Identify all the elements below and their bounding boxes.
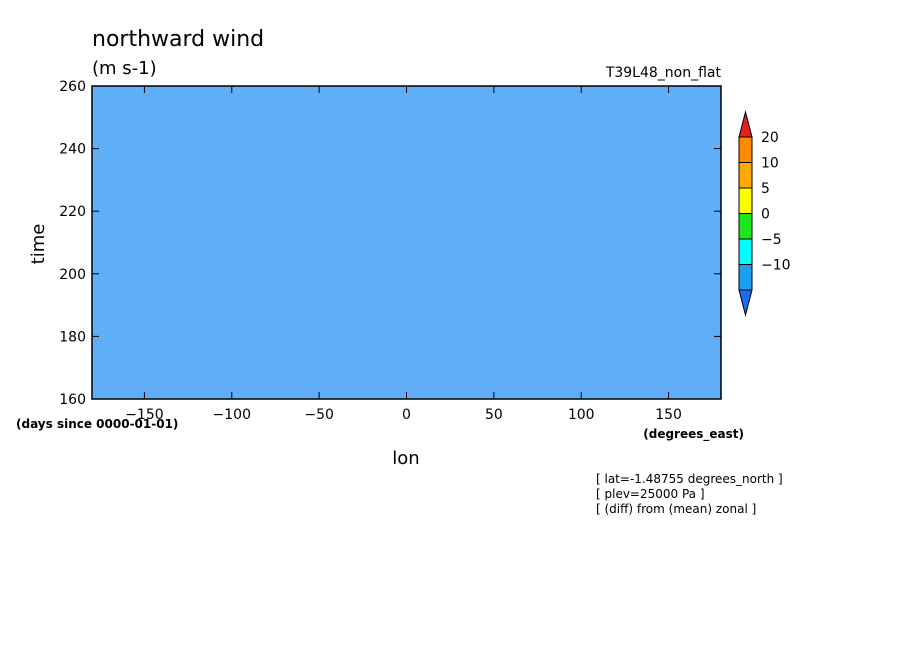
colorbar-label: 20 <box>761 130 779 146</box>
colorbar-extend-min <box>738 289 753 317</box>
x-tick-label: −100 <box>213 407 251 423</box>
colorbar-segment <box>738 187 753 214</box>
y-tick-label: 160 <box>59 392 86 408</box>
colorbar-label: 10 <box>761 156 779 172</box>
x-tick-label: 150 <box>655 407 682 423</box>
colorbar-segment <box>738 213 753 240</box>
x-axis-units: (degrees_east) <box>643 427 744 442</box>
colorbar-extend-max <box>738 110 753 138</box>
chart-title: northward wind <box>92 27 264 52</box>
y-tick-label: 180 <box>59 329 86 345</box>
colorbar: 20 10 5 0 −5 −10 <box>738 110 791 317</box>
x-tick-label: 100 <box>568 407 595 423</box>
x-tick-label: −150 <box>125 407 163 423</box>
x-axis-label: lon <box>392 448 419 469</box>
y-tick-label: 260 <box>59 79 86 95</box>
x-tick-label: −50 <box>304 407 334 423</box>
x-tick-label: 0 <box>402 407 411 423</box>
y-tick-label: 200 <box>59 267 86 283</box>
colorbar-segment <box>738 264 753 291</box>
x-axis-ticks: −150 −100 −50 0 50 100 150 <box>125 86 682 423</box>
x-tick-label: 50 <box>485 407 503 423</box>
chart-units: (m s-1) <box>92 58 157 79</box>
y-axis-ticks: 160 180 200 220 240 260 <box>59 79 721 408</box>
annotation-plev: [ plev=25000 Pa ] <box>596 487 705 501</box>
colorbar-label: 5 <box>761 181 770 197</box>
colorbar-label: −5 <box>761 232 782 248</box>
y-tick-label: 220 <box>59 204 86 220</box>
colorbar-label: −10 <box>761 258 791 274</box>
heatmap-field <box>92 86 721 399</box>
colorbar-segment <box>738 136 753 163</box>
y-axis-units: (days since 0000-01-01) <box>16 417 178 431</box>
y-axis-label: time <box>28 224 49 265</box>
colorbar-label: 0 <box>761 207 770 223</box>
annotation-lat: [ lat=-1.48755 degrees_north ] <box>596 472 783 486</box>
y-tick-label: 240 <box>59 142 86 158</box>
colorbar-segment <box>738 238 753 265</box>
experiment-label: T39L48_non_flat <box>605 65 722 81</box>
colorbar-segment <box>738 162 753 189</box>
annotation-diff: [ (diff) from (mean) zonal ] <box>596 502 756 516</box>
